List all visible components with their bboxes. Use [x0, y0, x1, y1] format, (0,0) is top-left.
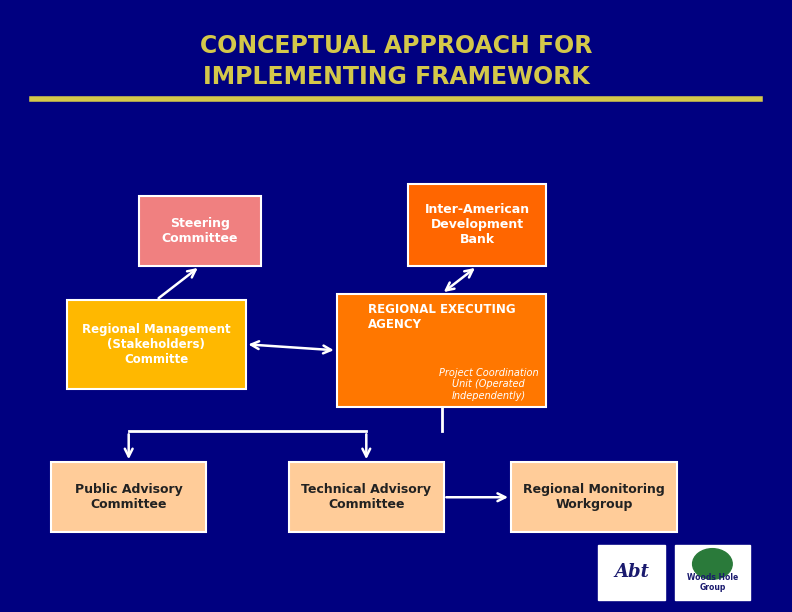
FancyBboxPatch shape — [337, 294, 546, 407]
Text: IMPLEMENTING FRAMEWORK: IMPLEMENTING FRAMEWORK — [203, 64, 589, 89]
Text: Project Coordination
Unit (Operated
Independently): Project Coordination Unit (Operated Inde… — [439, 368, 539, 401]
Text: Woods Hole
Group: Woods Hole Group — [687, 573, 738, 592]
Text: Regional Management
(Stakeholders)
Committe: Regional Management (Stakeholders) Commi… — [82, 323, 230, 366]
Text: Public Advisory
Committee: Public Advisory Committee — [74, 483, 183, 511]
FancyBboxPatch shape — [289, 462, 444, 532]
FancyBboxPatch shape — [51, 462, 206, 532]
FancyBboxPatch shape — [598, 545, 665, 600]
Text: Steering
Committee: Steering Committee — [162, 217, 238, 245]
Text: Technical Advisory
Committee: Technical Advisory Committee — [301, 483, 432, 511]
FancyBboxPatch shape — [139, 196, 261, 266]
Text: CONCEPTUAL APPROACH FOR: CONCEPTUAL APPROACH FOR — [200, 34, 592, 58]
FancyBboxPatch shape — [675, 545, 750, 600]
FancyBboxPatch shape — [67, 300, 246, 389]
Circle shape — [693, 548, 732, 579]
FancyBboxPatch shape — [408, 184, 546, 266]
Text: Regional Monitoring
Workgroup: Regional Monitoring Workgroup — [524, 483, 664, 511]
Text: Inter-American
Development
Bank: Inter-American Development Bank — [425, 203, 530, 247]
FancyBboxPatch shape — [511, 462, 677, 532]
Text: REGIONAL EXECUTING
AGENCY: REGIONAL EXECUTING AGENCY — [367, 303, 516, 331]
Text: Abt: Abt — [614, 563, 649, 581]
